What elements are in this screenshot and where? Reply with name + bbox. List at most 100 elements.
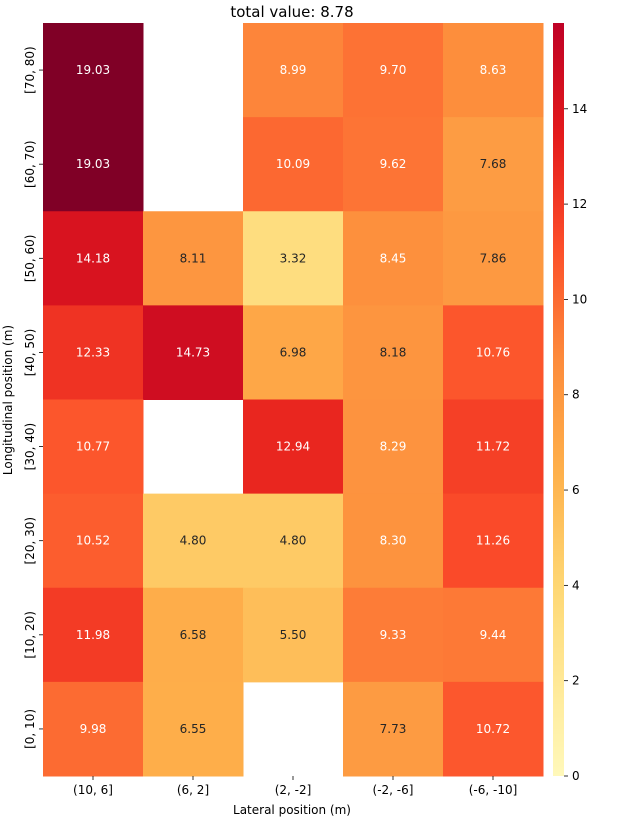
heatmap-cell bbox=[243, 211, 344, 306]
heatmap-cell bbox=[243, 23, 344, 118]
cell-value-label: 8.63 bbox=[480, 63, 507, 77]
heatmap-cell bbox=[443, 23, 544, 118]
heatmap-cells: 19.03 8.99 9.70 8.63 19.03 10.09 9.62 7.68 14.18… bbox=[43, 23, 544, 777]
cell-value-label: 8.29 bbox=[380, 440, 407, 454]
heatmap-cell bbox=[43, 211, 144, 306]
x-tick-label: (10, 6] bbox=[73, 783, 113, 797]
cell-value-label: 8.30 bbox=[380, 534, 407, 548]
cell-value-label: 11.72 bbox=[476, 440, 510, 454]
x-tick-label: (-2, -6] bbox=[373, 783, 414, 797]
heatmap-cell bbox=[43, 587, 144, 683]
heatmap-cell bbox=[343, 587, 444, 683]
cell-value-label: 9.98 bbox=[80, 722, 107, 736]
y-tick-label: [0, 10) bbox=[23, 709, 37, 749]
heatmap-cell bbox=[443, 681, 544, 777]
cell-value-label: 9.33 bbox=[380, 628, 407, 642]
cell-value-label: 10.76 bbox=[476, 345, 510, 359]
colorbar-tick-label: 6 bbox=[572, 483, 580, 497]
heatmap-cell bbox=[143, 587, 244, 683]
x-tick-label: (2, -2] bbox=[275, 783, 312, 797]
cell-value-label: 5.50 bbox=[280, 628, 307, 642]
heatmap-cell bbox=[443, 117, 544, 212]
cell-value-label: 7.86 bbox=[480, 251, 507, 265]
y-tick-label: [20, 30) bbox=[23, 517, 37, 565]
colorbar-tick-label: 4 bbox=[572, 578, 580, 592]
colorbar-tick-label: 8 bbox=[572, 388, 580, 402]
cell-value-label: 10.72 bbox=[476, 722, 510, 736]
cell-value-label: 6.55 bbox=[180, 722, 207, 736]
x-tick-label: (6, 2] bbox=[177, 783, 209, 797]
heatmap-cell bbox=[443, 399, 544, 495]
cell-value-label: 12.33 bbox=[76, 345, 110, 359]
colorbar-tick-label: 10 bbox=[572, 292, 587, 306]
cell-value-label: 3.32 bbox=[280, 251, 307, 265]
cell-value-label: 7.68 bbox=[480, 157, 507, 171]
heatmap-cell bbox=[443, 493, 544, 589]
cell-value-label: 10.52 bbox=[76, 534, 110, 548]
cell-value-label: 6.58 bbox=[180, 628, 207, 642]
cell-value-label: 9.70 bbox=[380, 63, 407, 77]
heatmap-cell bbox=[243, 117, 344, 212]
cell-value-label: 10.09 bbox=[276, 157, 310, 171]
heatmap-cell bbox=[443, 211, 544, 306]
cell-value-label: 19.03 bbox=[76, 63, 110, 77]
heatmap-cell bbox=[43, 399, 144, 495]
heatmap-cell bbox=[43, 23, 144, 118]
cell-value-label: 11.98 bbox=[76, 628, 110, 642]
colorbar-tick-label: 0 bbox=[572, 769, 580, 783]
heatmap-cell bbox=[43, 493, 144, 589]
heatmap-cell bbox=[243, 305, 344, 400]
heatmap-cell bbox=[343, 493, 444, 589]
cell-value-label: 10.77 bbox=[76, 440, 110, 454]
heatmap-cell bbox=[143, 211, 244, 306]
x-axis-ticks: (10, 6] (6, 2] (2, -2] (-2, -6] (-6, -10] bbox=[73, 776, 517, 797]
cell-value-label: 19.03 bbox=[76, 157, 110, 171]
chart-title: total value: 8.78 bbox=[230, 3, 353, 21]
heatmap-cell bbox=[43, 117, 144, 212]
y-tick-label: [10, 20) bbox=[23, 611, 37, 659]
cell-value-label: 12.94 bbox=[276, 440, 310, 454]
cell-value-label: 8.45 bbox=[380, 251, 407, 265]
heatmap-cell bbox=[443, 587, 544, 683]
heatmap-cell bbox=[143, 493, 244, 589]
cell-value-label: 4.80 bbox=[280, 534, 307, 548]
heatmap-cell bbox=[243, 493, 344, 589]
y-tick-label: [40, 50) bbox=[23, 329, 37, 377]
cell-value-label: 8.99 bbox=[280, 63, 307, 77]
y-tick-label: [60, 70) bbox=[23, 140, 37, 188]
cell-value-label: 8.18 bbox=[380, 345, 407, 359]
cell-value-label: 7.73 bbox=[380, 722, 407, 736]
heatmap-cell bbox=[343, 23, 444, 118]
x-axis-label: Lateral position (m) bbox=[233, 803, 351, 817]
heatmap-cell bbox=[343, 117, 444, 212]
cell-value-label: 4.80 bbox=[180, 534, 207, 548]
heatmap-cell bbox=[343, 681, 444, 777]
colorbar bbox=[553, 23, 564, 776]
y-tick-label: [30, 40) bbox=[23, 423, 37, 471]
cell-value-label: 14.73 bbox=[176, 345, 210, 359]
cell-value-label: 14.18 bbox=[76, 251, 110, 265]
x-tick-label: (-6, -10] bbox=[469, 783, 518, 797]
y-tick-label: [50, 60) bbox=[23, 235, 37, 283]
heatmap-cell bbox=[243, 399, 344, 495]
colorbar-ticks: 0 2 4 6 8 10 12 14 bbox=[564, 102, 587, 783]
y-axis-label: Longitudinal position (m) bbox=[1, 325, 15, 475]
colorbar-tick-label: 2 bbox=[572, 674, 580, 688]
colorbar-tick-label: 12 bbox=[572, 197, 587, 211]
heatmap-cell bbox=[143, 681, 244, 777]
heatmap-cell bbox=[443, 305, 544, 400]
heatmap-cell bbox=[43, 305, 144, 400]
cell-value-label: 6.98 bbox=[280, 345, 307, 359]
cell-value-label: 9.44 bbox=[480, 628, 507, 642]
cell-value-label: 11.26 bbox=[476, 534, 510, 548]
heatmap-cell bbox=[243, 587, 344, 683]
heatmap-cell bbox=[43, 681, 144, 777]
y-axis-ticks: [70, 80) [60, 70) [50, 60) [40, 50) [30, 40)… bbox=[23, 46, 43, 749]
heatmap-cell bbox=[143, 305, 244, 400]
heatmap-cell bbox=[343, 399, 444, 495]
cell-value-label: 8.11 bbox=[180, 251, 207, 265]
y-tick-label: [70, 80) bbox=[23, 46, 37, 94]
heatmap-cell bbox=[343, 211, 444, 306]
colorbar-tick-label: 14 bbox=[572, 102, 587, 116]
